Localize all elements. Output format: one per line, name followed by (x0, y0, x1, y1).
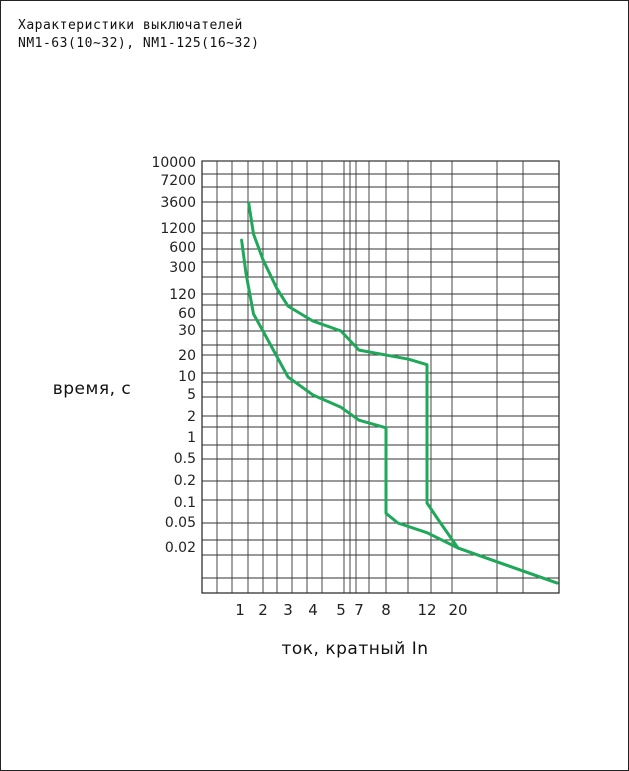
y-tick-label: 60 (178, 306, 196, 322)
y-tick-label: 3600 (160, 195, 196, 211)
x-tick-label: 4 (308, 601, 318, 619)
y-tick-label: 0.5 (174, 451, 196, 467)
y-tick-label: 10 (178, 369, 196, 385)
x-tick-label: 12 (417, 601, 436, 619)
y-tick-label: 0.2 (174, 473, 196, 489)
y-tick-label: 10000 (151, 155, 196, 171)
y-tick-label: 2 (187, 409, 196, 425)
y-tick-label: 600 (169, 240, 196, 256)
x-tick-label: 2 (258, 601, 268, 619)
y-tick-label: 1200 (160, 221, 196, 237)
y-tick-label: 5 (187, 387, 196, 403)
y-tick-label: 7200 (160, 173, 196, 189)
y-tick-label: 1 (187, 430, 196, 446)
curves (240, 201, 559, 585)
y-tick-label: 300 (169, 260, 196, 276)
y-tick-label: 0.02 (165, 540, 196, 556)
x-tick-label: 5 (336, 601, 346, 619)
curve-series-2 (247, 201, 559, 585)
x-tick-label: 1 (235, 601, 245, 619)
y-axis-label: время, с (53, 379, 131, 399)
x-axis-label: ток, кратный In (281, 639, 428, 659)
x-tick-label: 20 (448, 601, 467, 619)
x-tick-label: 3 (283, 601, 293, 619)
x-tick-label: 7 (354, 601, 364, 619)
y-tick-label: 20 (178, 348, 196, 364)
chart-title-line-2: NM1-63(10~32), NM1-125(16~32) (18, 36, 260, 51)
curve-series-1 (240, 238, 559, 585)
y-tick-label: 120 (169, 287, 196, 303)
chart-title-line-1: Характеристики выключателей (18, 18, 243, 33)
grid (201, 160, 560, 594)
x-tick-label: 8 (381, 601, 391, 619)
y-tick-label: 0.1 (174, 495, 196, 511)
plot-border (201, 160, 560, 594)
y-tick-label: 0.05 (165, 515, 196, 531)
x-tick-labels: 1 2 3 4 5 7 8 12 20 (235, 601, 467, 619)
y-tick-label: 30 (178, 323, 196, 339)
